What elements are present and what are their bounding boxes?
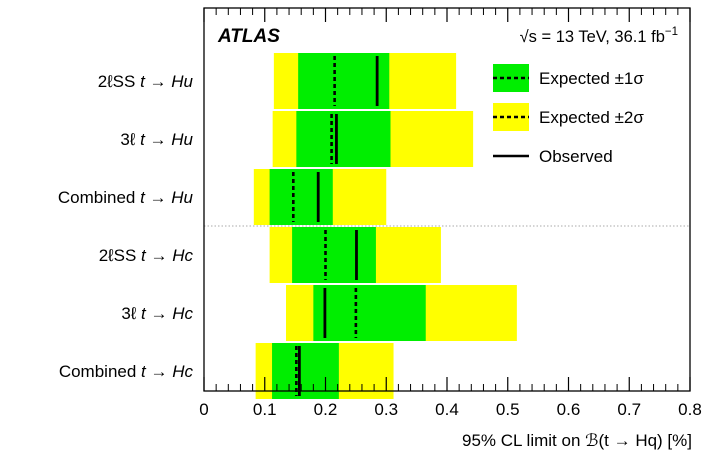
band-1sigma xyxy=(296,111,391,167)
category-channel: 3ℓ xyxy=(121,304,141,323)
category-process: t → Hu xyxy=(140,72,193,91)
legend-label-band2: Expected ±2σ xyxy=(539,108,644,127)
category-label: Combined t → Hu xyxy=(58,188,194,207)
band-1sigma xyxy=(272,343,339,399)
band-1sigma xyxy=(313,285,426,341)
category-label: Combined t → Hc xyxy=(59,362,194,381)
lines-layer xyxy=(292,56,379,396)
x-tick-label: 0.5 xyxy=(496,400,520,419)
x-tick-label: 0.7 xyxy=(617,400,641,419)
category-label: 3ℓ t → Hu xyxy=(120,130,193,149)
category-channel: 2ℓSS xyxy=(99,246,141,265)
energy-lumi-label: √s = 13 TeV, 36.1 fb−1 xyxy=(520,26,678,46)
x-tick-label: 0.1 xyxy=(253,400,277,419)
category-process: t → Hu xyxy=(140,130,193,149)
category-channel: 3ℓ xyxy=(120,130,140,149)
category-label: 2ℓSS t → Hu xyxy=(98,72,194,91)
band-1sigma xyxy=(269,169,333,225)
category-process: t → Hu xyxy=(140,188,193,207)
energy-lumi-text: √s = 13 TeV, 36.1 fb xyxy=(520,28,665,46)
band-1sigma xyxy=(298,53,390,109)
x-tick-label: 0.2 xyxy=(314,400,338,419)
legend-label-observed: Observed xyxy=(539,147,613,166)
category-process: t → Hc xyxy=(141,246,193,265)
category-label: 2ℓSS t → Hc xyxy=(99,246,194,265)
legend: Expected ±1σ Expected ±2σ Observed xyxy=(493,64,644,166)
x-tick-label: 0.8 xyxy=(678,400,702,419)
x-tick-label: 0.3 xyxy=(374,400,398,419)
band-1sigma xyxy=(292,227,376,283)
category-channel: 2ℓSS xyxy=(98,72,140,91)
category-process: t → Hc xyxy=(141,304,193,323)
x-axis-label: 95% CL limit on ℬ(t → Hq) [%] xyxy=(462,431,692,450)
energy-lumi-exponent: −1 xyxy=(665,26,678,38)
category-label: 3ℓ t → Hc xyxy=(121,304,193,323)
x-tick-label: 0.4 xyxy=(435,400,459,419)
category-process: t → Hc xyxy=(141,362,193,381)
category-channel: Combined xyxy=(59,362,141,381)
experiment-label: ATLAS xyxy=(217,26,280,47)
category-channel: Combined xyxy=(58,188,140,207)
x-tick-label: 0.6 xyxy=(557,400,581,419)
x-tick-label: 0 xyxy=(199,400,208,419)
x-axis-ticks: 0 0.1 0.2 0.3 0.4 0.5 0.6 0.7 0.8 xyxy=(199,8,702,419)
legend-label-band1: Expected ±1σ xyxy=(539,69,644,88)
